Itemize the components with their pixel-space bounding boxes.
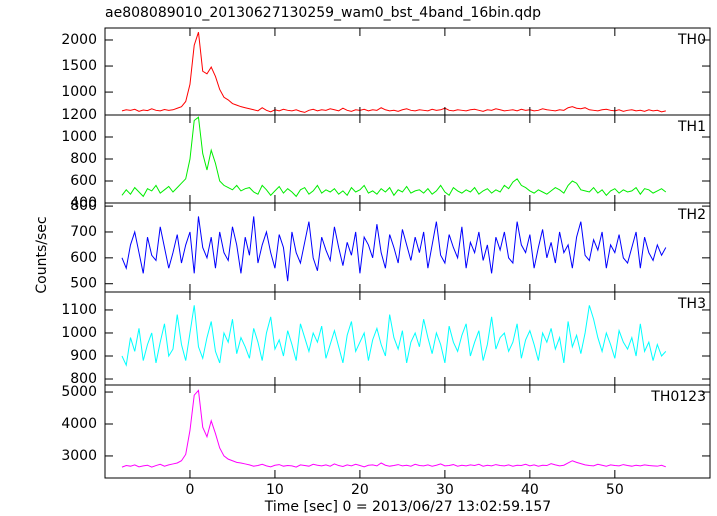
panel-frame xyxy=(104,291,711,386)
x-tick-label: 50 xyxy=(606,482,624,498)
chart-title: ae808089010_20130627130259_wam0_bst_4ban… xyxy=(105,5,541,21)
y-tick-label: 800 xyxy=(70,371,97,387)
light-curve xyxy=(121,389,666,468)
panel-frame xyxy=(104,384,711,479)
x-tick-label: 20 xyxy=(351,482,369,498)
light-curve xyxy=(121,32,666,113)
y-tick-label: 1000 xyxy=(61,84,97,100)
y-tick-label: 1200 xyxy=(61,107,97,123)
y-tick-label: 5000 xyxy=(61,384,97,400)
x-tick-label: 40 xyxy=(521,482,539,498)
y-tick-label: 4000 xyxy=(61,416,97,432)
x-tick-label: 0 xyxy=(186,482,195,498)
y-tick-label: 1100 xyxy=(61,302,97,318)
x-tick-label: 10 xyxy=(266,482,284,498)
y-tick-label: 500 xyxy=(70,276,97,292)
light-curve xyxy=(121,305,667,367)
panel-label: TH2 xyxy=(677,207,706,223)
y-tick-label: 600 xyxy=(70,250,97,266)
y-tick-label: 400 xyxy=(70,195,97,211)
y-tick-label: 1500 xyxy=(61,58,97,74)
y-tick-label: 1000 xyxy=(61,325,97,341)
y-tick-label: 800 xyxy=(70,198,97,214)
y-tick-label: 600 xyxy=(70,173,97,189)
y-tick-label: 3000 xyxy=(61,448,97,464)
panel-label: TH3 xyxy=(677,296,706,312)
y-axis-label: Counts/sec xyxy=(34,216,50,293)
light-curve xyxy=(121,116,667,198)
y-tick-label: 800 xyxy=(70,151,97,167)
panel-frame xyxy=(104,114,711,204)
panel-label: TH0 xyxy=(677,32,706,48)
y-tick-label: 700 xyxy=(70,224,97,240)
y-tick-label: 1000 xyxy=(61,129,97,145)
panel-label: TH1 xyxy=(677,119,706,135)
x-axis-label: Time [sec] 0 = 2013/06/27 13:02:59.157 xyxy=(264,499,551,515)
x-tick-label: 30 xyxy=(436,482,454,498)
panel-label: TH0123 xyxy=(650,389,706,405)
y-tick-label: 2000 xyxy=(61,32,97,48)
light-curve xyxy=(121,216,667,282)
y-tick-label: 900 xyxy=(70,348,97,364)
